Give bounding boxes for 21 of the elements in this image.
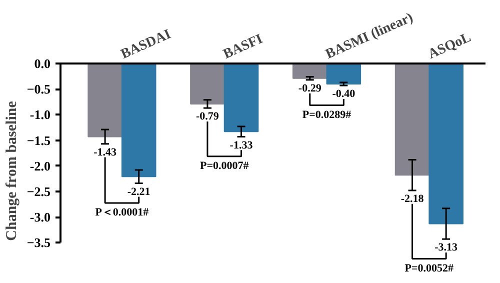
y-tick-label: −0.5 <box>26 82 51 97</box>
data-label: -1.33 <box>230 139 254 152</box>
annotation: P＜0.0001# <box>95 206 150 219</box>
data-label: -1.43 <box>94 146 118 158</box>
y-tick-label: −2.5 <box>26 184 51 199</box>
y-axis-title: Change from baseline <box>4 100 20 241</box>
text: P=0.0052# <box>404 262 454 274</box>
data-label: -0.29 <box>298 82 322 94</box>
annotation: P=0.0007# <box>200 160 250 172</box>
data-label: -2.18 <box>400 193 424 206</box>
data-label: -0.79 <box>196 110 220 123</box>
data-label: -3.13 <box>434 242 458 254</box>
y-tick-label: -1.0 <box>30 107 51 122</box>
y-tick-label: −3.5 <box>26 235 51 250</box>
y-tick-label: -3.0 <box>30 210 51 225</box>
annotation: P=0.0289# <box>302 108 352 121</box>
y-tick-label: -2.0 <box>30 158 51 174</box>
data-label: -2.21 <box>127 186 150 198</box>
y-tick-label: −1.5 <box>26 132 51 148</box>
data-label: -0.40 <box>332 88 356 100</box>
y-tick-label: 0.0 <box>34 56 50 71</box>
